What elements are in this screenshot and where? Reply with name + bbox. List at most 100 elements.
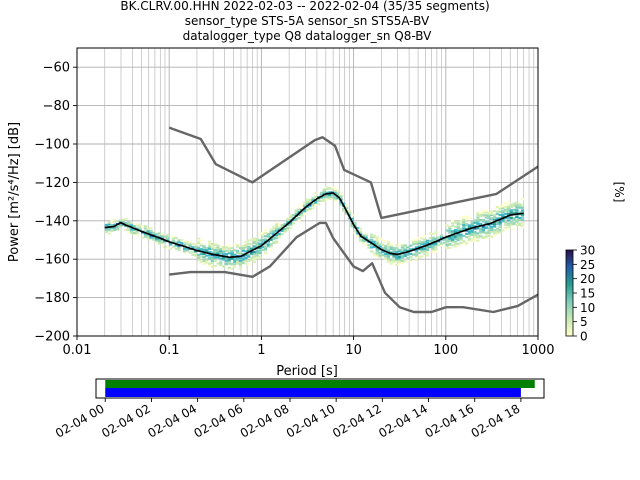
heatmap-cell (269, 243, 273, 246)
heatmap-cell (143, 233, 148, 236)
y-tick-label: −140 (34, 214, 70, 229)
heatmap-cell (395, 255, 399, 258)
heatmap-cell (453, 240, 458, 243)
heatmap-cell (515, 206, 519, 209)
heatmap-cell (515, 209, 519, 212)
heatmap-cell (188, 244, 192, 247)
heatmap-cell (479, 215, 483, 218)
heatmap-cell (266, 243, 270, 247)
heatmap-cell (467, 233, 472, 236)
heatmap-cell (515, 211, 519, 214)
heatmap-cell (118, 223, 122, 227)
heatmap-cell (406, 257, 410, 260)
heatmap-cell (294, 212, 298, 215)
heatmap-cell (400, 249, 405, 252)
heatmap-cell (146, 229, 150, 233)
heatmap-cell (233, 249, 237, 252)
heatmap-cell (138, 223, 142, 226)
heatmap-cell (202, 245, 206, 248)
heatmap-cell (364, 233, 368, 236)
heatmap-cell (364, 239, 368, 243)
x-tick-label: 1000 (521, 343, 554, 358)
heatmap-cell (481, 225, 486, 228)
heatmap-cell (384, 247, 388, 250)
heatmap-cell (146, 227, 150, 230)
heatmap-cell (400, 258, 405, 261)
time-tick-label: 02-04 08 (238, 401, 292, 440)
heatmap-cell (498, 213, 502, 217)
heatmap-cell (261, 238, 265, 241)
heatmap-cell (219, 250, 223, 253)
heatmap-cell (487, 231, 491, 235)
heatmap-cell (462, 240, 466, 243)
heatmap-cell (515, 201, 519, 204)
heatmap-cell (403, 260, 407, 263)
heatmap-cell (118, 219, 122, 222)
colorbar-tick-label: 30 (580, 244, 595, 258)
heatmap-cell (233, 243, 237, 246)
heatmap-cell (252, 256, 256, 259)
heatmap-cell (448, 229, 452, 232)
heatmap-cell (305, 200, 310, 203)
heatmap-cell (381, 247, 385, 250)
heatmap-cell (417, 252, 421, 255)
heatmap-cell (244, 244, 248, 247)
heatmap-cell (476, 218, 480, 221)
heatmap-cell (330, 186, 335, 189)
heatmap-cell (177, 248, 181, 252)
heatmap-cell (389, 253, 393, 256)
heatmap-cell (277, 236, 282, 239)
heatmap-cell (414, 258, 418, 261)
heatmap-cell (129, 225, 134, 228)
heatmap-cell (465, 232, 469, 235)
heatmap-cell (431, 236, 435, 239)
heatmap-cell (395, 260, 399, 263)
heatmap-cell (213, 252, 217, 255)
heatmap-cell (453, 221, 458, 224)
heatmap-cell (459, 217, 463, 220)
heatmap-cell (152, 238, 156, 241)
heatmap-cell (210, 261, 215, 264)
heatmap-cell (110, 220, 114, 223)
heatmap-cell (456, 244, 460, 247)
heatmap-cell (135, 232, 139, 235)
heatmap-cell (249, 243, 254, 246)
heatmap-cell (481, 214, 486, 217)
heatmap-cell (520, 216, 525, 219)
heatmap-cell (501, 219, 505, 222)
heatmap-cell (157, 239, 162, 242)
heatmap-cell (269, 230, 273, 233)
heatmap-cell (425, 239, 430, 242)
heatmap-cell (420, 243, 424, 246)
heatmap-cell (518, 218, 522, 222)
heatmap-cell (451, 232, 455, 235)
heatmap-cell (216, 257, 220, 260)
heatmap-cell (199, 243, 203, 246)
heatmap-cell (462, 234, 466, 237)
heatmap-cell (473, 227, 477, 230)
heatmap-cell (199, 255, 203, 258)
heatmap-cell (330, 187, 335, 190)
heatmap-cell (138, 228, 142, 231)
heatmap-cell (492, 210, 497, 213)
heatmap-cell (342, 207, 346, 210)
heatmap-cell (241, 258, 245, 261)
heatmap-cell (487, 236, 491, 239)
heatmap-cell (213, 250, 217, 253)
heatmap-cell (199, 239, 203, 242)
time-tick-label: 02-04 04 (145, 401, 199, 440)
heatmap-cell (509, 211, 513, 214)
heatmap-cell (233, 253, 237, 256)
heatmap-cell (381, 239, 385, 242)
heatmap-cell (389, 247, 393, 251)
heatmap-cell (386, 258, 391, 261)
heatmap-cell (425, 254, 430, 257)
heatmap-cell (372, 240, 377, 243)
heatmap-cell (233, 263, 237, 266)
heatmap-cell (160, 234, 164, 237)
heatmap-cell (308, 204, 312, 207)
colorbar-tick-label: 20 (580, 272, 595, 286)
heatmap-cell (445, 244, 449, 248)
heatmap-cell (400, 256, 405, 259)
heatmap-cell (425, 251, 430, 254)
